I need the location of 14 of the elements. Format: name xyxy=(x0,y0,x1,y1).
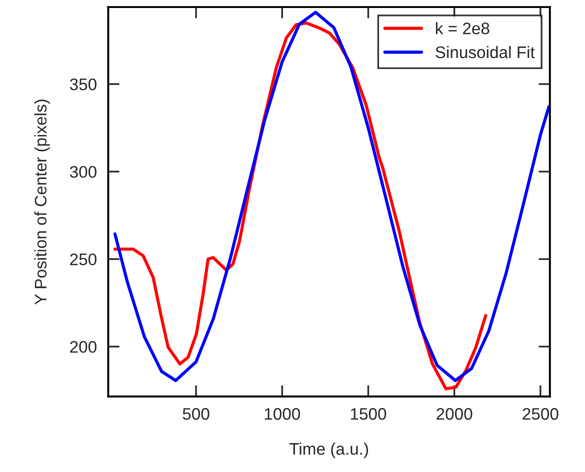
y-axis-title: Y Position of Center (pixels) xyxy=(34,100,50,305)
x-tick-label: 1500 xyxy=(350,408,386,420)
x-axis-title: Time (a.u.) xyxy=(289,442,368,458)
y-tick-label: 250 xyxy=(70,253,96,266)
legend-label: k = 2e8 xyxy=(436,22,490,34)
x-tick-label: 1000 xyxy=(264,408,300,420)
y-tick-label: 200 xyxy=(70,341,96,353)
y-tick-label: 350 xyxy=(70,78,96,90)
x-tick-label: 2000 xyxy=(436,408,472,420)
x-tick-label: 2500 xyxy=(522,408,558,420)
y-tick-label: 300 xyxy=(70,166,96,178)
line-series xyxy=(113,10,550,382)
legend-label: Sinusoidal Fit xyxy=(436,46,535,58)
x-tick-label: 500 xyxy=(182,408,210,420)
